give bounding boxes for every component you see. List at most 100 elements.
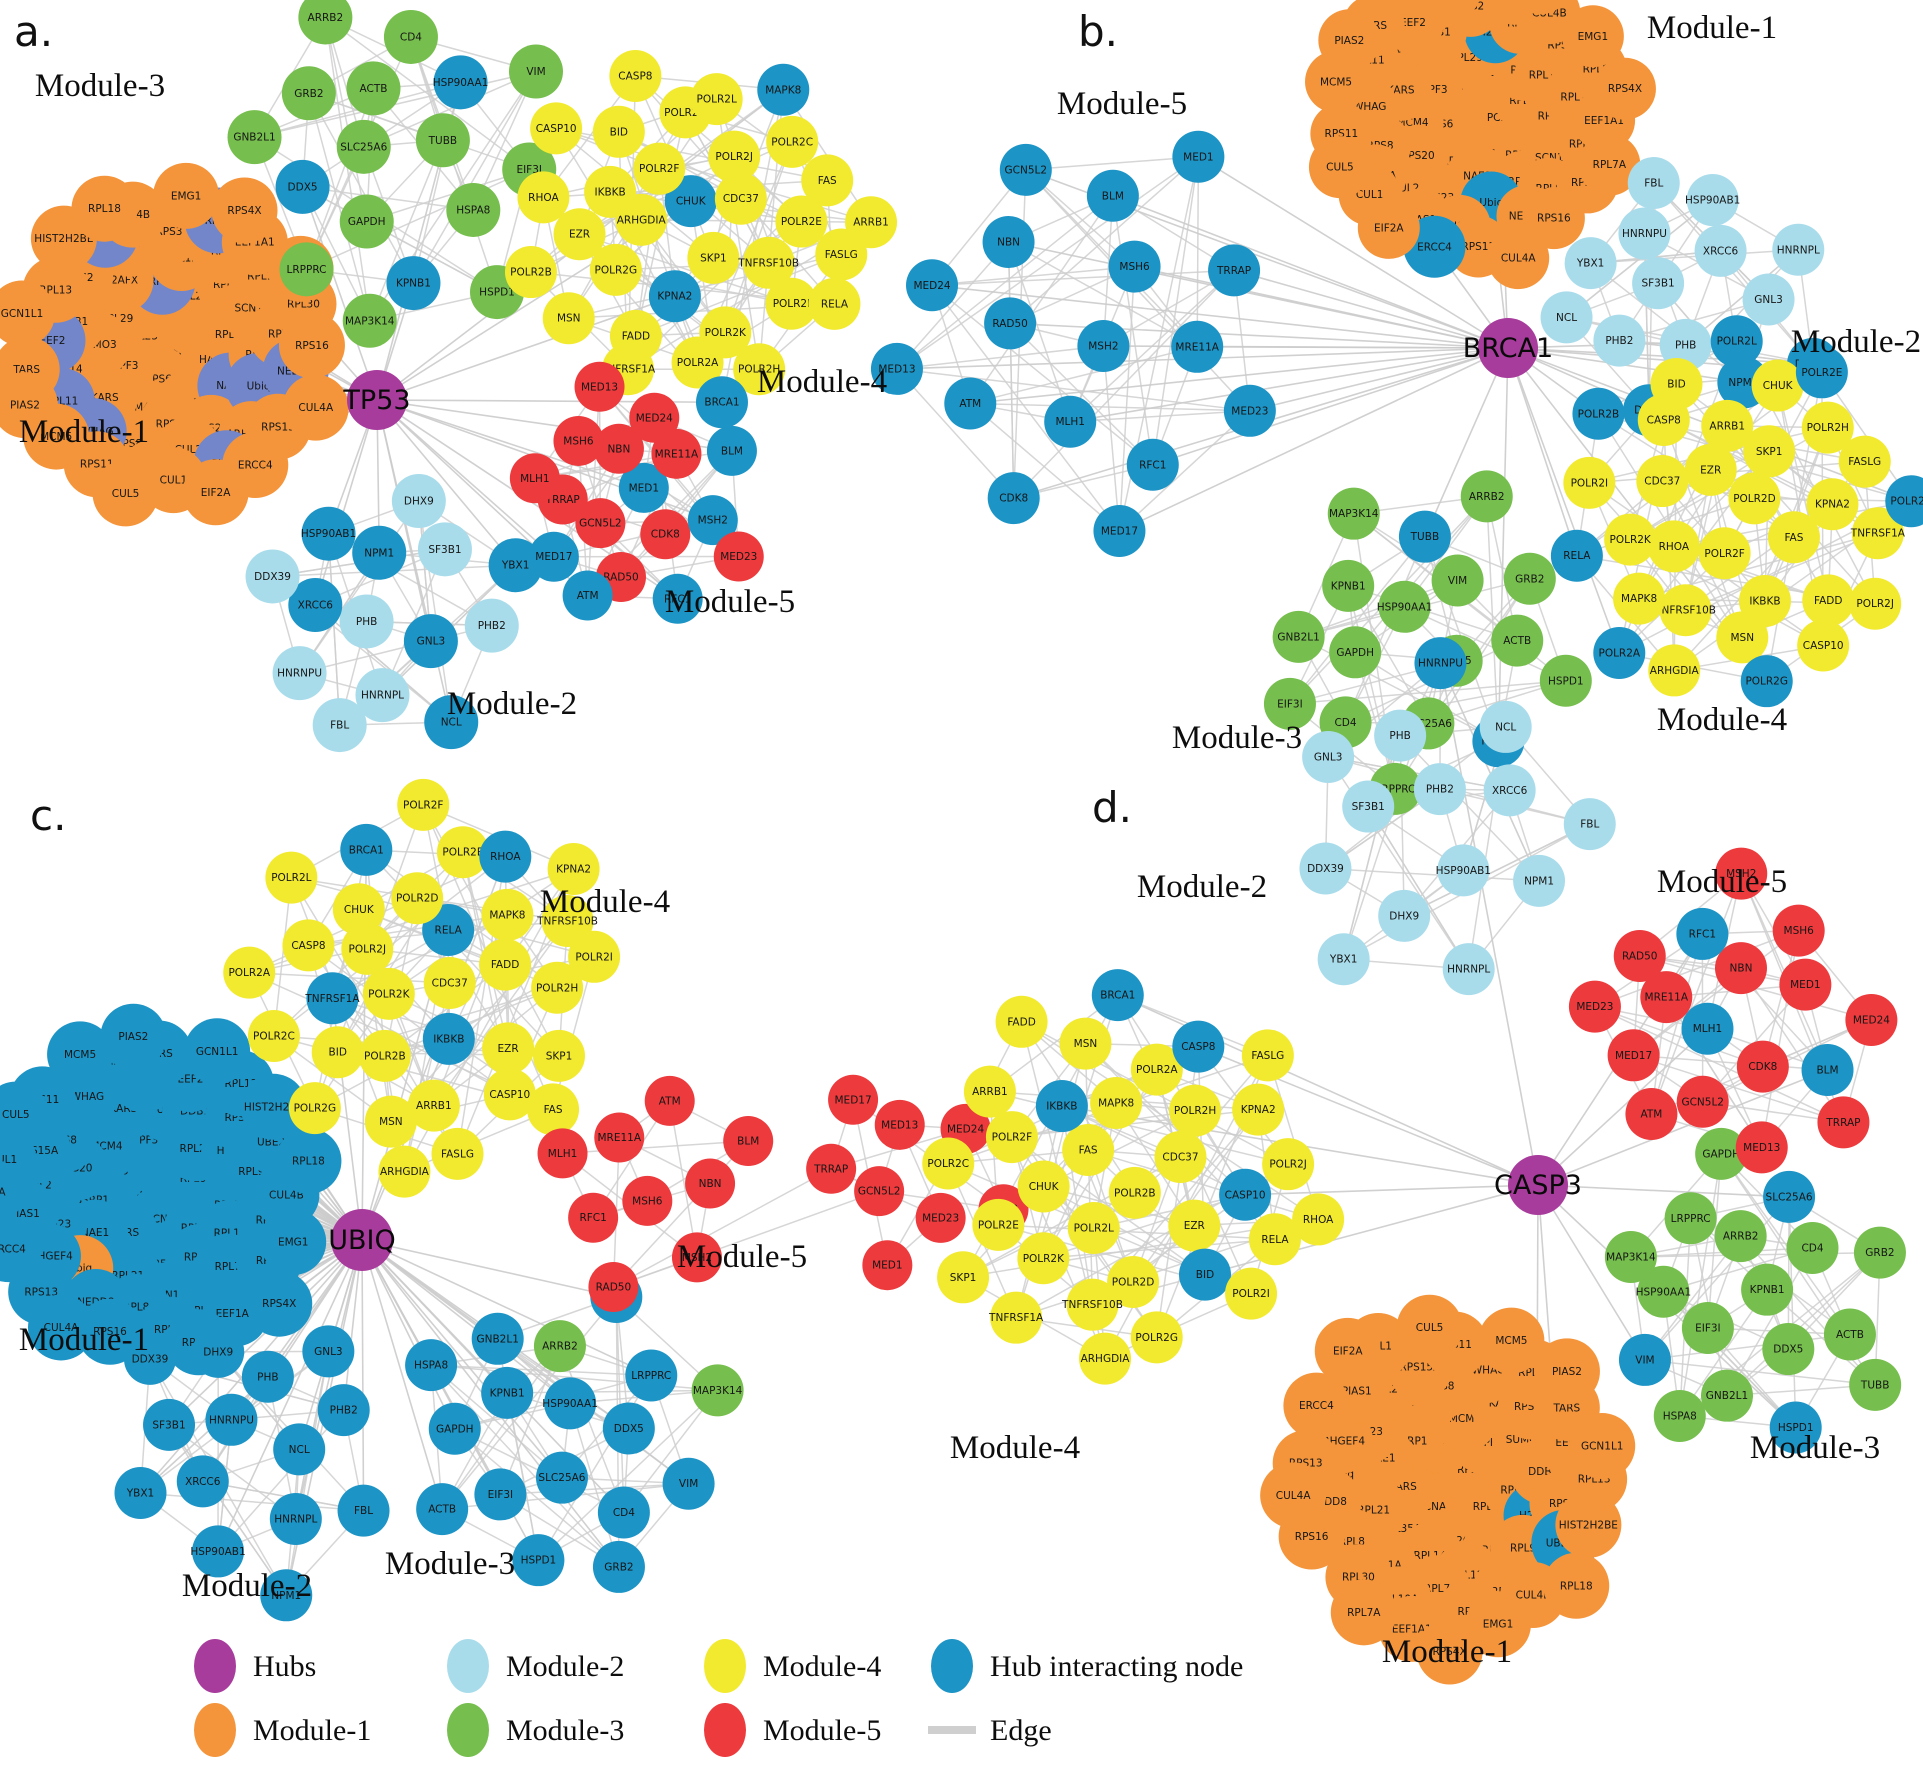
node-polr2g[interactable] [1740,655,1793,708]
node-arhgdia[interactable] [1648,644,1701,697]
node-sf3b1[interactable] [143,1398,196,1451]
node-eif2a[interactable] [1357,196,1420,259]
node-polr2j[interactable] [1262,1138,1315,1191]
node-pias2[interactable] [1533,1338,1600,1405]
node-actb[interactable] [416,1483,469,1536]
node-hspd1[interactable] [1539,654,1592,707]
node-hsp90aa1[interactable] [1378,580,1431,633]
node-skp1[interactable] [532,1029,585,1082]
node-fas[interactable] [1062,1124,1115,1177]
node-polr2c[interactable] [1885,475,1923,528]
node-tnfrsf10b[interactable] [742,236,795,289]
node-cd4[interactable] [1786,1221,1839,1274]
node-polr2h[interactable] [531,961,584,1014]
node-cul5[interactable] [1308,136,1371,199]
node-casp10[interactable] [483,1068,536,1121]
node-med1[interactable] [1172,130,1225,183]
node-ezr[interactable] [482,1022,535,1075]
node-ybx1[interactable] [114,1466,167,1519]
node-polr2i[interactable] [765,277,818,330]
node-hnrnpl[interactable] [269,1492,322,1545]
node-eif3i[interactable] [1263,677,1316,730]
node-xrcc6[interactable] [288,578,343,633]
node-kpnb1[interactable] [1322,559,1375,612]
node-rhoa[interactable] [1647,520,1700,573]
node-map3k14[interactable] [342,293,397,348]
node-map3k14[interactable] [1327,487,1380,540]
node-gcn5l2[interactable] [575,498,626,549]
node-cd4[interactable] [597,1486,650,1539]
node-polr2e[interactable] [436,826,489,879]
node-msh2[interactable] [1077,319,1130,372]
node-npm1[interactable] [352,525,407,580]
node-eif2a[interactable] [1314,1317,1381,1384]
node-polr2h[interactable] [733,343,786,396]
node-med23[interactable] [713,531,764,582]
node-bid[interactable] [1650,357,1703,410]
node-xrcc6[interactable] [1694,224,1747,277]
node-dhx9[interactable] [1378,889,1431,942]
node-bid[interactable] [311,1026,364,1079]
node-lrpprc[interactable] [279,242,334,297]
node-rpl18[interactable] [71,175,138,242]
node-polr2d[interactable] [1728,472,1781,525]
node-ncl[interactable] [1540,291,1593,344]
node-polr2e[interactable] [1795,346,1848,399]
node-npm1[interactable] [1513,854,1566,907]
node-blm[interactable] [1801,1043,1854,1096]
node-rpl7a[interactable] [1330,1579,1397,1646]
node-rps4x[interactable] [246,1270,313,1337]
node-polr2h[interactable] [1801,401,1854,454]
node-ybx1[interactable] [488,538,543,593]
node-brca1[interactable] [340,823,393,876]
node-polr2i[interactable] [568,930,621,983]
node-polr2f[interactable] [1698,527,1751,580]
node-nbn[interactable] [685,1158,736,1209]
node-msh6[interactable] [1108,240,1161,293]
node-msn[interactable] [1059,1017,1112,1070]
node-msh2[interactable] [687,495,738,546]
node-fbl[interactable] [337,1484,390,1537]
node-kpnb1[interactable] [386,256,441,311]
node-ezr[interactable] [553,208,606,261]
node-emg1[interactable] [1464,1591,1531,1658]
node-mlh1[interactable] [509,453,560,504]
node-skp1[interactable] [687,231,740,284]
node-cdc37[interactable] [1636,455,1689,508]
node-mlh1[interactable] [1044,395,1097,448]
node-lrpprc[interactable] [625,1349,678,1402]
node-atm[interactable] [562,570,613,621]
node-hsp90ab1[interactable] [1686,174,1739,227]
node-vim[interactable] [1431,554,1484,607]
node-eif3i[interactable] [474,1468,527,1521]
node-ybx1[interactable] [1564,237,1617,290]
node-gnb2l1[interactable] [471,1312,524,1365]
node-vim[interactable] [662,1457,715,1510]
node-emg1[interactable] [1561,5,1624,68]
node-cdk8[interactable] [1736,1040,1789,1093]
node-polr2h[interactable] [1169,1084,1222,1137]
node-ikbkb[interactable] [422,1012,475,1065]
node-fas[interactable] [527,1083,580,1136]
node-ybx1[interactable] [1317,933,1370,986]
node-rps4x[interactable] [211,177,278,244]
node-vim[interactable] [508,44,563,99]
node-phb2[interactable] [317,1384,370,1437]
node-eif2a[interactable] [0,1159,24,1225]
node-polr2a[interactable] [223,946,276,999]
node-sf3b1[interactable] [1342,780,1395,833]
node-polr2k[interactable] [362,967,415,1020]
node-tnfrsf1a[interactable] [306,972,359,1025]
node-polr2f[interactable] [985,1111,1038,1164]
node-ddx39[interactable] [1299,842,1352,895]
node-arrb1[interactable] [1701,399,1754,452]
node-cul4a[interactable] [282,374,349,441]
node-polr2l[interactable] [1710,315,1763,368]
node-sf3b1[interactable] [1632,257,1685,310]
node-fadd[interactable] [995,995,1048,1048]
node-grb2[interactable] [1853,1226,1906,1279]
node-fas[interactable] [801,154,854,207]
node-gcn5l2[interactable] [999,143,1052,196]
node-arrb1[interactable] [407,1079,460,1132]
node-hnrnpl[interactable] [1442,943,1495,996]
